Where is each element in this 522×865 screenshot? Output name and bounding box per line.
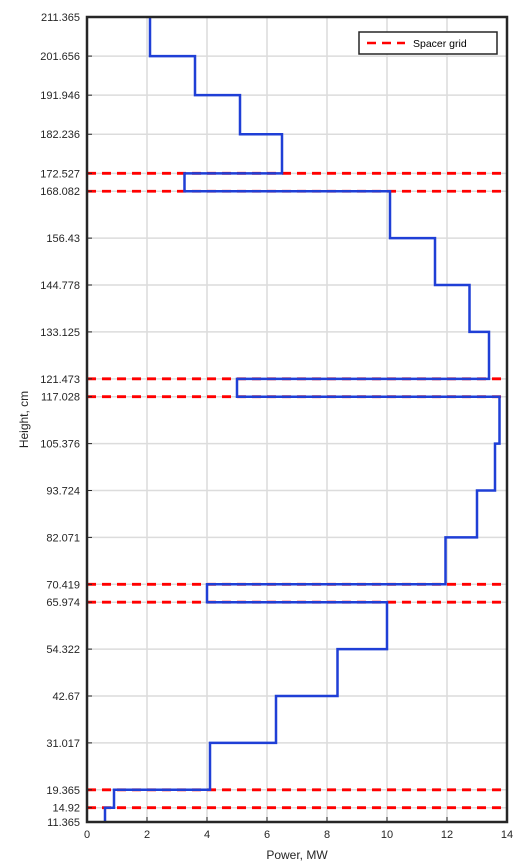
legend: Spacer grid xyxy=(358,31,498,55)
x-tick-label: 2 xyxy=(144,829,150,841)
y-tick-label: 201.656 xyxy=(40,51,80,63)
x-tick-label: 6 xyxy=(264,829,270,841)
y-tick-label: 144.778 xyxy=(40,280,80,292)
y-tick-label: 191.946 xyxy=(40,90,80,102)
x-tick-labels: 0 2 4 6 8 10 12 14 xyxy=(84,817,513,841)
x-tick-label: 10 xyxy=(381,829,393,841)
y-tick-label: 182.236 xyxy=(40,129,80,141)
y-tick-label: 105.376 xyxy=(40,439,80,451)
y-tick-label: 31.017 xyxy=(46,738,80,750)
x-tick-label: 4 xyxy=(204,829,210,841)
x-axis-label: Power, MW xyxy=(266,848,328,862)
y-tick-label: 14.92 xyxy=(52,803,80,815)
y-tick-label: 121.473 xyxy=(40,374,80,386)
x-tick-label: 0 xyxy=(84,829,90,841)
y-tick-label: 19.365 xyxy=(46,785,80,797)
y-tick-label: 65.974 xyxy=(46,597,80,609)
y-tick-label: 211.365 xyxy=(41,12,80,24)
y-tick-label: 133.125 xyxy=(40,327,80,339)
y-tick-label: 93.724 xyxy=(46,486,80,498)
axes-frame xyxy=(85,15,509,824)
y-tick-label: 42.67 xyxy=(52,691,80,703)
power-step-line xyxy=(103,17,501,822)
y-tick-label: 54.322 xyxy=(46,644,80,656)
x-tick-label: 8 xyxy=(324,829,330,841)
power-profile-series xyxy=(103,17,501,822)
y-tick-labels: 11.365 14.92 19.365 31.017 42.67 54.322 65.974… xyxy=(40,12,92,829)
y-tick-label: 11.365 xyxy=(47,817,80,829)
y-tick-label: 156.43 xyxy=(46,233,80,245)
x-tick-label: 12 xyxy=(441,829,453,841)
legend-box xyxy=(358,31,498,55)
x-tick-label: 14 xyxy=(501,829,513,841)
y-tick-label: 168.082 xyxy=(40,186,80,198)
y-tick-label: 82.071 xyxy=(46,532,80,544)
y-axis-label: Height, cm xyxy=(17,391,31,448)
legend-entry-spacer-grid: Spacer grid xyxy=(413,38,467,50)
gridlines xyxy=(87,17,507,822)
plot-border xyxy=(85,15,509,824)
y-tick-label: 70.419 xyxy=(46,579,80,591)
y-tick-label: 117.028 xyxy=(41,392,80,404)
y-tick-label: 172.527 xyxy=(40,168,80,180)
